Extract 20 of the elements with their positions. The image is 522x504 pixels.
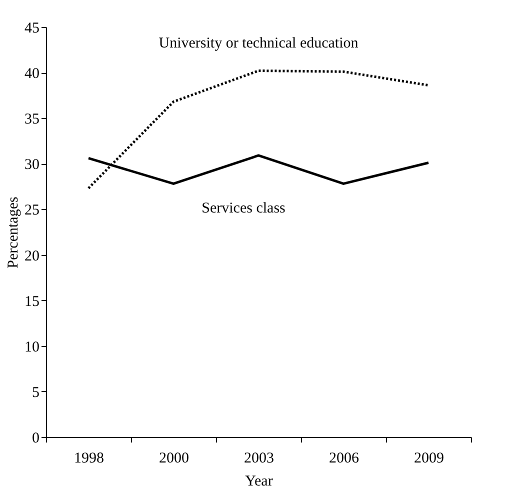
- y-tick-label: 5: [32, 384, 40, 401]
- x-axis-title: Year: [245, 474, 273, 490]
- x-tick-label: 2009: [414, 450, 444, 466]
- series-label: Services class: [202, 200, 286, 217]
- x-tick-label: 2000: [159, 450, 189, 466]
- x-tick-label: 2003: [244, 450, 274, 466]
- y-tick-label: 35: [24, 112, 40, 128]
- y-tick-label: 25: [24, 202, 40, 219]
- line-series: [87, 69, 430, 190]
- series-label: University or technical education: [158, 36, 359, 52]
- y-tick-label: 20: [24, 248, 40, 264]
- x-tick-label: 2006: [329, 450, 360, 466]
- y-tick-label: 30: [24, 157, 40, 174]
- y-tick-label: 40: [24, 66, 40, 82]
- y-tick-label: 15: [24, 294, 40, 310]
- y-tick-label: 0: [32, 430, 40, 446]
- y-tick-label: 10: [24, 339, 40, 356]
- x-tick-label: 1998: [74, 450, 104, 466]
- y-tick-label: 45: [24, 20, 40, 36]
- y-axis-title: Percentages: [6, 196, 22, 268]
